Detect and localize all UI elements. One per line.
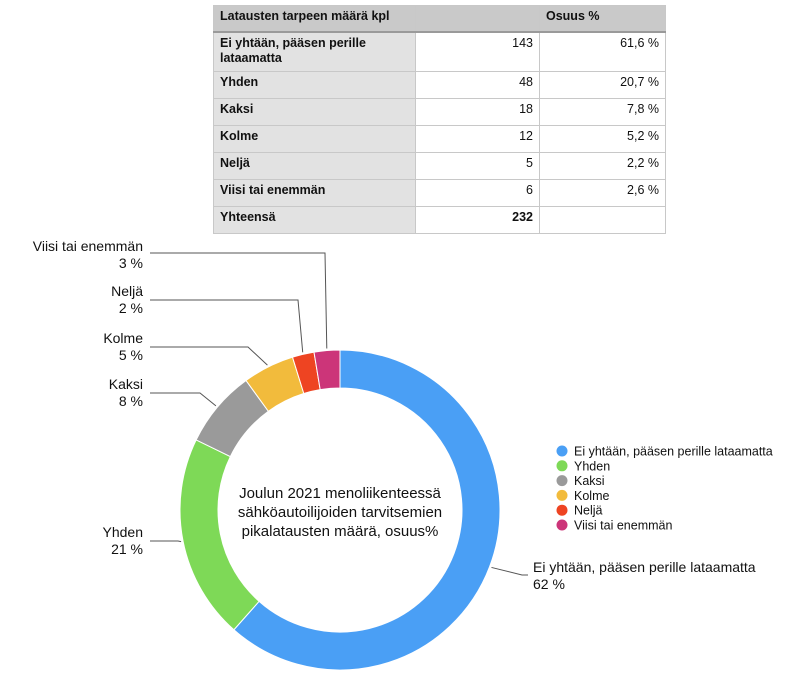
callout-value-label: 3 % [119, 255, 143, 271]
data-table: Latausten tarpeen määrä kpl Osuus % Ei y… [213, 5, 666, 234]
row-count: 5 [415, 152, 540, 180]
donut-slices [179, 349, 501, 671]
callout-line-1 [150, 540, 182, 543]
callout-line-3 [150, 346, 268, 366]
table-header-row: Latausten tarpeen määrä kpl Osuus % [213, 5, 666, 33]
donut-slice-5 [313, 349, 341, 391]
callout-value-label: 5 % [119, 347, 143, 363]
callout-category-label: Kolme [103, 330, 143, 346]
legend-label: Neljä [574, 504, 603, 518]
row-label: Yhden [213, 71, 416, 99]
callout-value-label: 8 % [119, 393, 143, 409]
table-row: Neljä 5 2,2 % [213, 152, 666, 180]
row-share: 20,7 % [539, 71, 666, 99]
legend-swatch [556, 489, 568, 501]
row-label: Ei yhtään, pääsen perille lataamatta [213, 31, 416, 72]
legend-swatch [556, 460, 568, 472]
callout-line-5 [150, 252, 328, 349]
chart-legend: Ei yhtään, pääsen perille lataamattaYhde… [556, 445, 773, 533]
legend-swatch [556, 445, 568, 457]
callout-line-0 [491, 566, 528, 576]
header-category: Latausten tarpeen määrä kpl [213, 5, 416, 33]
legend-label: Kolme [574, 489, 609, 503]
callout-category-label: Ei yhtään, pääsen perille lataamatta [533, 559, 756, 575]
row-share: 61,6 % [539, 31, 666, 72]
row-count: 12 [415, 125, 540, 153]
table-row: Kolme 12 5,2 % [213, 125, 666, 153]
callout-line-2 [150, 392, 217, 407]
donut-slice-0 [233, 349, 501, 671]
callout-value-label: 21 % [111, 541, 143, 557]
row-count: 143 [415, 31, 540, 72]
table-total-row: Yhteensä 232 [213, 206, 666, 234]
legend-swatch [556, 504, 568, 516]
row-label: Neljä [213, 152, 416, 180]
table-row: Yhden 48 20,7 % [213, 71, 666, 99]
chart-title-line-1: Joulun 2021 menoliikenteessä [239, 485, 441, 502]
chart-title-line-3: pikalatausten määrä, osuus% [242, 523, 439, 540]
total-label: Yhteensä [213, 206, 416, 234]
row-label: Kaksi [213, 98, 416, 126]
callout-category-label: Kaksi [109, 376, 143, 392]
total-count: 232 [415, 206, 540, 234]
row-share: 5,2 % [539, 125, 666, 153]
row-share: 7,8 % [539, 98, 666, 126]
row-share: 2,2 % [539, 152, 666, 180]
callout-category-label: Viisi tai enemmän [33, 238, 143, 254]
header-share: Osuus % [539, 5, 666, 33]
row-label: Viisi tai enemmän [213, 179, 416, 207]
row-count: 48 [415, 71, 540, 99]
callout-category-label: Neljä [111, 283, 143, 299]
callout-category-label: Yhden [103, 524, 143, 540]
callout-line-4 [150, 299, 304, 353]
legend-swatch [556, 519, 568, 531]
legend-swatch [556, 475, 568, 487]
callout-value-label: 2 % [119, 300, 143, 316]
table-row: Viisi tai enemmän 6 2,6 % [213, 179, 666, 207]
legend-label: Ei yhtään, pääsen perille lataamatta [574, 445, 773, 459]
table-row: Ei yhtään, pääsen perille lataamatta 143… [213, 31, 666, 72]
chart-title-line-2: sähköautoilijoiden tarvitsemien [238, 504, 442, 521]
legend-label: Yhden [574, 459, 610, 473]
total-share [539, 206, 666, 234]
legend-label: Viisi tai enemmän [574, 519, 672, 533]
table-row: Kaksi 18 7,8 % [213, 98, 666, 126]
callout-value-label: 62 % [533, 576, 565, 592]
row-count: 18 [415, 98, 540, 126]
legend-label: Kaksi [574, 474, 605, 488]
row-label: Kolme [213, 125, 416, 153]
